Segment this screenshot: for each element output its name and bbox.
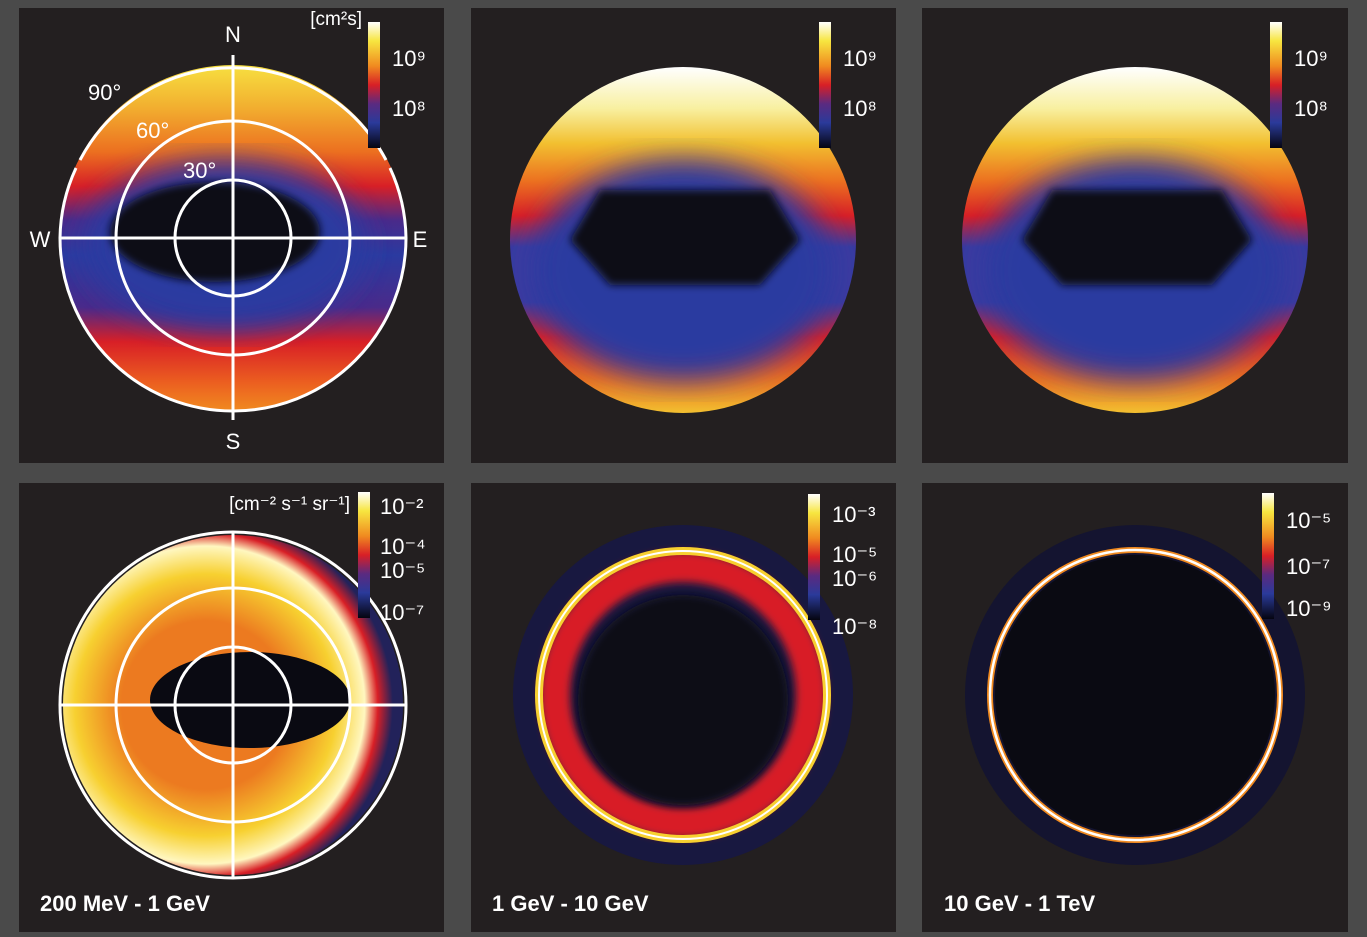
colorbar-tick: 10⁻⁶ — [832, 566, 877, 591]
colorbar-unit: [cm²s] — [310, 9, 362, 30]
zenith-angle: 60° — [136, 118, 169, 143]
exposure-map — [510, 67, 856, 413]
energy-range: 200 MeV - 1 GeV — [40, 891, 210, 916]
colorbar-tick: 10⁹ — [843, 46, 877, 71]
energy-range: 10 GeV - 1 TeV — [944, 891, 1096, 916]
intensity-map — [965, 525, 1305, 865]
zenith-angle: 90° — [88, 80, 121, 105]
colorbar-tick: 10⁻⁹ — [1286, 596, 1332, 621]
colorbar-tick: 10⁸ — [843, 96, 877, 121]
direction-label: S — [226, 429, 241, 454]
colorbar-tick: 10⁻⁵ — [832, 542, 877, 567]
direction-label: E — [413, 227, 428, 252]
colorbar-tick: 10⁻⁷ — [380, 600, 424, 625]
polar-grid — [58, 55, 408, 420]
colorbar-tick: 10⁻⁸ — [832, 614, 877, 639]
colorbar-tick: 10⁻⁵ — [1286, 508, 1331, 533]
zenith-angle: 30° — [183, 158, 216, 183]
exposure-map — [962, 67, 1308, 413]
colorbar-unit: [cm⁻² s⁻¹ sr⁻¹] — [229, 494, 350, 515]
intensity-map — [58, 530, 408, 880]
colorbar-tick: 10⁻² — [380, 494, 423, 519]
colorbar-tick: 10⁹ — [392, 46, 426, 71]
colorbar-tick: 10⁻⁵ — [380, 558, 425, 583]
colorbar-tick: 10⁸ — [392, 96, 426, 121]
colorbar-tick: 10⁹ — [1294, 46, 1328, 71]
colorbar-tick: 10⁻⁴ — [380, 534, 426, 559]
colorbars — [358, 22, 1282, 620]
direction-label: N — [225, 22, 241, 47]
colorbar-tick: 10⁸ — [1294, 96, 1328, 121]
energy-range: 1 GeV - 10 GeV — [492, 891, 649, 916]
direction-label: W — [30, 227, 51, 252]
intensity-map — [513, 525, 853, 865]
colorbar-tick: 10⁻⁷ — [1286, 554, 1330, 579]
colorbar-tick: 10⁻³ — [832, 502, 875, 527]
